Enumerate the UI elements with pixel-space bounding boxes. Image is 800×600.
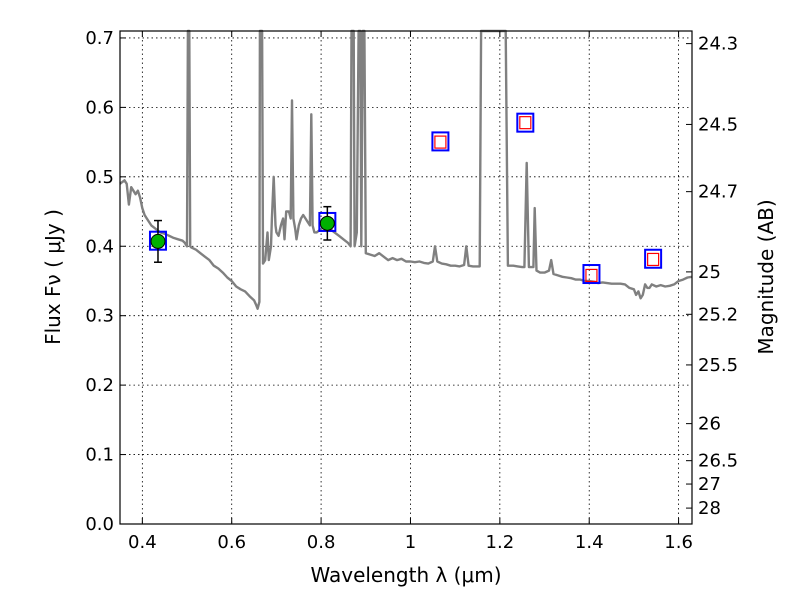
right-tick-label: 26.5 <box>698 451 738 472</box>
x-tick-label: 0.6 <box>217 532 246 553</box>
measured-point <box>319 215 335 231</box>
upper-model-square <box>647 252 660 267</box>
model-photometry-square <box>644 248 663 269</box>
measured-point <box>150 233 166 249</box>
upper-model-square <box>519 116 532 130</box>
x-tick-label: 1.4 <box>575 532 604 553</box>
spectrum-layer <box>119 29 693 310</box>
x-axis-ticks: 0.4 0.6 0.8 1 1.2 1.4 1.6 <box>128 31 693 553</box>
model-photometry-square <box>516 112 535 133</box>
right-tick-label: 24.7 <box>698 182 738 203</box>
x-axis-label: Wavelength λ (μm) <box>310 563 501 587</box>
right-tick-label: 25 <box>698 262 721 283</box>
x-tick-label: 1.2 <box>486 532 515 553</box>
y-tick-label: 0.1 <box>85 445 114 466</box>
grid-layer <box>120 31 692 525</box>
y-tick-label: 0.6 <box>85 97 114 118</box>
y-tick-label: 0.0 <box>85 514 114 535</box>
y-tick-label: 0.5 <box>85 167 114 188</box>
right-tick-label: 27 <box>698 474 721 495</box>
y-tick-label: 0.7 <box>85 28 114 49</box>
x-tick-label: 1.6 <box>664 532 693 553</box>
x-tick-label: 0.4 <box>128 532 157 553</box>
x-tick-label: 1 <box>405 532 416 553</box>
model-spectrum-line <box>119 29 693 310</box>
y-axis-label: Flux Fν ( μJy ) <box>41 209 65 345</box>
upper-model-square <box>434 135 447 149</box>
right-tick-label: 25.2 <box>698 304 738 325</box>
right-tick-label: 26 <box>698 414 721 435</box>
right-tick-label: 24.3 <box>698 34 738 55</box>
y-tick-label: 0.4 <box>85 236 114 257</box>
right-axis-label: Magnitude (AB) <box>754 199 778 354</box>
right-tick-label: 28 <box>698 498 721 519</box>
y-axis-ticks: 0.0 0.1 0.2 0.3 0.4 0.5 0.6 0.7 <box>85 28 126 535</box>
x-tick-label: 0.8 <box>307 532 336 553</box>
y-tick-label: 0.3 <box>85 306 114 327</box>
points-layer <box>148 112 663 285</box>
model-photometry-square <box>582 264 601 285</box>
right-axis-ticks: 24.3 24.5 24.7 25 25.2 25.5 26 26.527 28 <box>686 34 738 519</box>
right-tick-label: 25.5 <box>698 355 738 376</box>
right-tick-label: 24.5 <box>698 114 738 135</box>
y-tick-label: 0.2 <box>85 375 114 396</box>
upper-model-square <box>585 268 598 283</box>
plot-frame <box>119 30 693 525</box>
model-photometry-square <box>431 131 450 152</box>
